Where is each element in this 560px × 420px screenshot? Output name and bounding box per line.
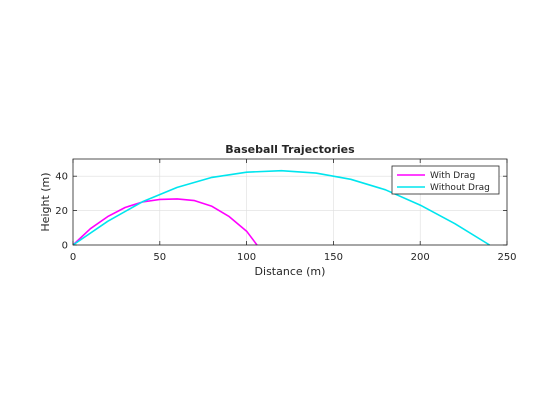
legend-label: With Drag xyxy=(430,171,475,181)
y-tick-label: 40 xyxy=(55,172,68,183)
legend-label: Without Drag xyxy=(430,183,490,193)
y-tick-label: 0 xyxy=(62,241,68,252)
y-axis-label: Height (m) xyxy=(39,172,52,231)
x-tick-label: 200 xyxy=(411,252,430,263)
series-line-2 xyxy=(72,169,491,246)
plot-series xyxy=(72,169,491,246)
legend-box xyxy=(391,165,500,195)
axes-box xyxy=(72,158,508,246)
series-line-1 xyxy=(72,198,258,246)
x-tick-label: 50 xyxy=(153,252,166,263)
axis-ticks: 0 50 100 150 200 250 0 20 40 xyxy=(55,159,517,263)
x-tick-label: 0 xyxy=(70,252,76,263)
x-tick-label: 250 xyxy=(497,252,516,263)
x-axis-label: Distance (m) xyxy=(255,265,326,278)
y-tick-label: 20 xyxy=(55,206,68,217)
legend: With Drag Without Drag xyxy=(391,165,500,195)
chart-title: Baseball Trajectories xyxy=(225,143,355,156)
x-tick-label: 100 xyxy=(237,252,256,263)
x-tick-label: 150 xyxy=(324,252,343,263)
